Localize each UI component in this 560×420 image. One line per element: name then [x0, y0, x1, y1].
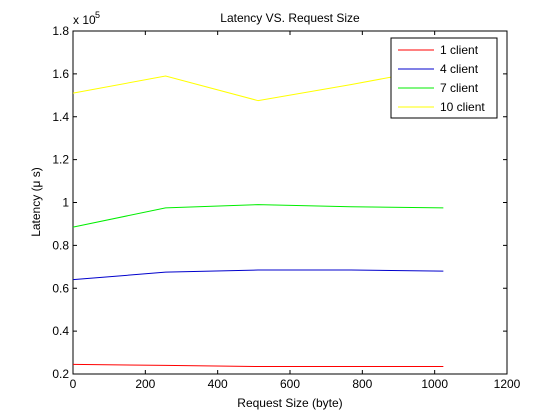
legend-box	[390, 37, 498, 119]
y-tick-label: 1.4	[52, 110, 69, 124]
legend-label: 10 client	[440, 100, 485, 114]
y-exponent-base: x 10	[73, 13, 96, 27]
y-tick-label: 1	[62, 196, 69, 210]
y-tick-label: 0.6	[52, 281, 69, 295]
y-tick-label: 1.8	[52, 24, 69, 38]
series-lines	[72, 66, 444, 367]
x-tick-label: 0	[70, 377, 77, 391]
legend-label: 7 client	[440, 81, 479, 95]
x-tick-label: 200	[135, 377, 155, 391]
y-tick-label: 1.6	[52, 67, 69, 81]
y-axis-exponent: x 10 5	[73, 10, 100, 27]
legend-label: 1 client	[440, 43, 479, 57]
series-line	[72, 204, 444, 228]
x-tick-label: 600	[280, 377, 300, 391]
y-tick-label: 1.2	[52, 153, 69, 167]
y-axis-ticks: 0.2 0.4 0.6 0.8 1 1.2 1.4 1.6 1.8	[52, 24, 507, 381]
series-line	[72, 363, 444, 367]
y-exponent-power: 5	[95, 10, 100, 20]
y-tick-label: 0.4	[52, 324, 69, 338]
legend: 1 client 4 client 7 client 10 client	[390, 37, 498, 119]
x-tick-label: 400	[208, 377, 228, 391]
x-tick-label: 1000	[421, 377, 448, 391]
y-tick-label: 0.8	[52, 238, 69, 252]
x-axis-label: Request Size (byte)	[237, 396, 342, 410]
x-axis-ticks: 0 200 400 600 800 1000 1200	[70, 31, 521, 391]
series-line	[72, 269, 444, 281]
x-tick-label: 1200	[494, 377, 521, 391]
y-axis-label: Latency (μ s)	[29, 167, 43, 237]
series-line	[72, 66, 444, 102]
legend-label: 4 client	[440, 62, 479, 76]
chart-title: Latency VS. Request Size	[220, 11, 360, 25]
x-tick-label: 800	[352, 377, 372, 391]
y-tick-label: 0.2	[52, 367, 69, 381]
